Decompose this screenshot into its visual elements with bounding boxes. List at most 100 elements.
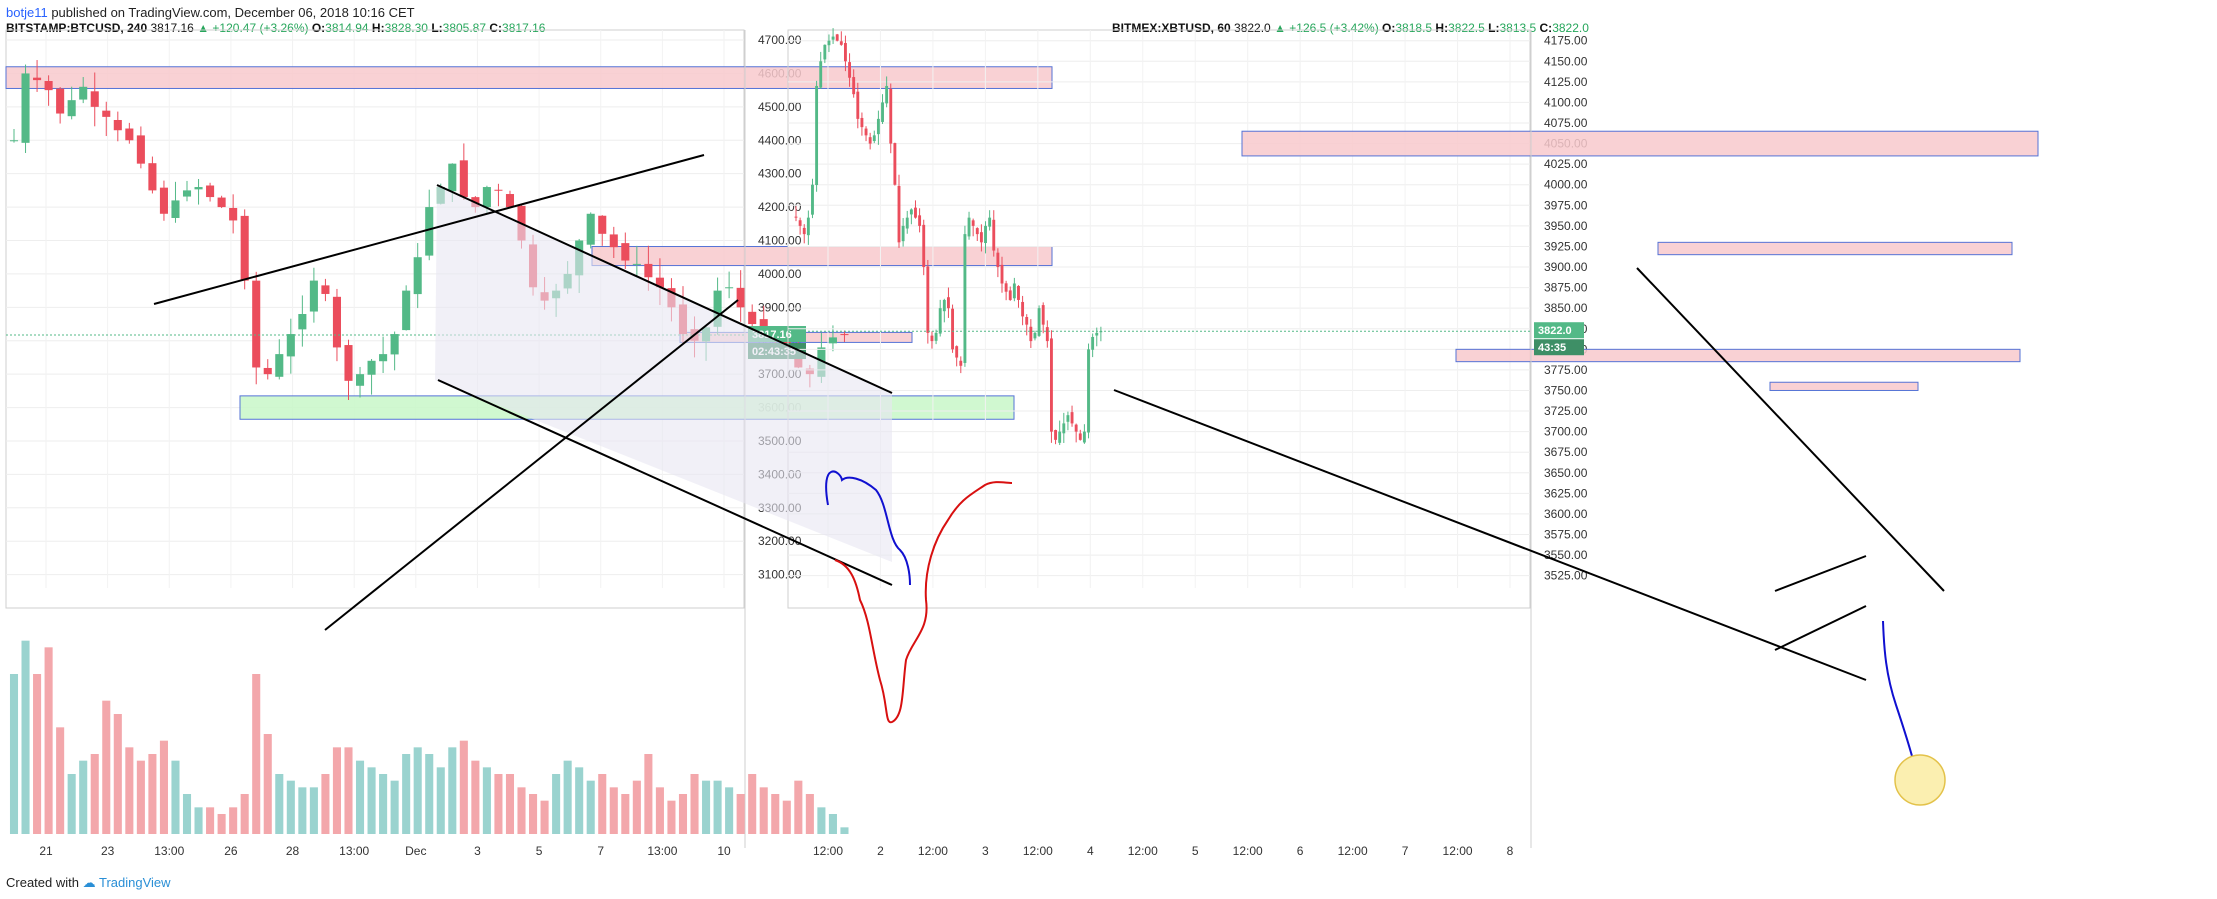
left-candle-body xyxy=(367,360,376,375)
left-candle xyxy=(44,75,53,106)
left-candle xyxy=(494,183,503,207)
right-candle xyxy=(1012,277,1016,302)
right-candle xyxy=(843,35,847,72)
left-volume-bar xyxy=(402,754,411,834)
right-y-tick-label: 3525.00 xyxy=(1544,569,1588,583)
right-candle-body xyxy=(864,128,868,136)
left-volume-bar xyxy=(540,800,549,834)
left-volume-bar xyxy=(529,794,538,834)
right-candle xyxy=(815,80,819,192)
left-candle xyxy=(309,267,318,323)
left-volume-bar xyxy=(736,794,745,834)
right-falling-trendline xyxy=(1113,389,1867,681)
left-change: ▲ +120.47 (+3.26%) xyxy=(197,21,309,35)
right-open: 3818.5 xyxy=(1395,21,1433,35)
right-candle xyxy=(876,110,880,145)
left-volume-bar xyxy=(321,774,330,834)
left-candle-body xyxy=(102,110,111,117)
left-candle-body xyxy=(136,135,145,164)
right-candle xyxy=(905,210,909,234)
left-candle-body xyxy=(171,200,180,218)
right-candle xyxy=(1078,429,1082,441)
right-candle xyxy=(1070,405,1074,427)
left-x-tick-label: 5 xyxy=(536,844,543,858)
left-volume-bar xyxy=(275,774,284,834)
right-candle-body xyxy=(806,217,810,236)
right-candle-body xyxy=(1062,423,1066,434)
left-x-tick-label: 28 xyxy=(286,844,300,858)
right-candle-body xyxy=(1058,431,1062,443)
right-candle xyxy=(1017,285,1020,308)
right-candle xyxy=(1062,412,1066,443)
left-blue-path xyxy=(825,470,911,586)
right-candle xyxy=(806,210,810,245)
left-x-tick-label: 26 xyxy=(224,844,238,858)
right-x-tick-label: 5 xyxy=(1192,844,1199,858)
left-candle-body xyxy=(598,215,607,234)
left-candle xyxy=(148,156,157,194)
left-candle-body xyxy=(713,290,722,327)
left-volume-bar xyxy=(148,754,157,834)
left-volume-bar xyxy=(344,747,353,834)
right-candle xyxy=(914,200,917,219)
right-candle-body xyxy=(1025,317,1029,325)
left-candle-body xyxy=(44,81,53,91)
author-link[interactable]: botje11 xyxy=(6,5,48,20)
right-candle xyxy=(1087,343,1090,439)
left-y-tick-label: 3100.00 xyxy=(758,568,802,582)
right-candle-body xyxy=(971,220,975,226)
right-candle xyxy=(1037,305,1041,337)
left-candle xyxy=(79,77,88,104)
left-candle-body xyxy=(182,190,192,197)
left-candle xyxy=(171,181,180,223)
left-red-zone xyxy=(591,246,1053,267)
right-candle xyxy=(909,208,913,225)
right-candle-body xyxy=(811,184,814,215)
left-candle-body xyxy=(159,187,168,214)
right-candle-body xyxy=(1087,349,1090,433)
left-close: 3817.16 xyxy=(502,21,546,35)
right-candle-body xyxy=(843,42,847,62)
left-candle xyxy=(459,143,468,200)
publish-line: botje11 published on TradingView.com, De… xyxy=(6,5,415,20)
right-candle-body xyxy=(1066,415,1070,422)
right-candle xyxy=(996,248,1000,278)
left-candle xyxy=(840,330,849,342)
right-candle-body xyxy=(926,266,930,333)
left-candle-body xyxy=(344,345,353,381)
right-candle xyxy=(881,94,884,124)
left-candle-body xyxy=(67,100,76,117)
left-candle-body xyxy=(448,163,457,192)
right-candle-body xyxy=(1000,264,1004,284)
right-x-tick-label: 12:00 xyxy=(1443,844,1473,858)
right-candle xyxy=(951,304,955,353)
right-y-tick-label: 4125.00 xyxy=(1544,75,1588,89)
left-last: 3817.16 xyxy=(150,21,194,35)
right-price-tag-bg xyxy=(1534,322,1584,339)
left-candle-body xyxy=(748,311,757,325)
left-volume-bar xyxy=(379,774,388,834)
right-candle-body xyxy=(930,335,934,342)
left-volume-bar xyxy=(471,760,480,834)
right-candle xyxy=(1058,420,1062,446)
left-volume-bar xyxy=(79,760,88,834)
right-candle-body xyxy=(951,308,955,350)
left-rising-trendline xyxy=(324,299,739,631)
right-candle xyxy=(827,34,831,53)
left-volume-bar xyxy=(217,814,226,834)
left-volume-bar xyxy=(367,767,376,834)
left-candle-body xyxy=(632,263,641,265)
left-volume-bar xyxy=(159,740,168,834)
right-candle-body xyxy=(938,308,942,334)
left-candle xyxy=(113,111,122,142)
right-y-tick-label: 3675.00 xyxy=(1544,445,1588,459)
right-candle-body xyxy=(914,207,917,218)
left-volume-bar xyxy=(828,814,837,834)
right-candle-body xyxy=(868,137,872,144)
left-candle-body xyxy=(459,160,468,198)
left-volume-bar xyxy=(771,794,780,834)
left-volume-bar xyxy=(390,780,399,834)
footer-brand[interactable]: TradingView xyxy=(99,875,171,890)
left-candle-body xyxy=(229,207,238,221)
